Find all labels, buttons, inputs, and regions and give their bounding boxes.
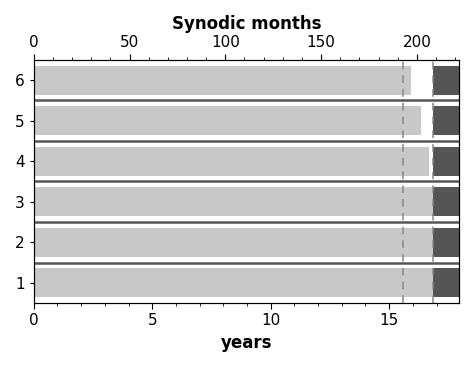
Bar — [34, 228, 445, 257]
Bar — [433, 268, 459, 297]
Bar — [411, 66, 433, 95]
Bar — [34, 147, 429, 176]
Bar — [34, 106, 421, 135]
X-axis label: years: years — [220, 334, 272, 352]
Bar — [34, 187, 437, 216]
Bar — [433, 228, 459, 257]
Bar — [433, 187, 459, 216]
Bar — [433, 66, 459, 95]
Bar — [433, 147, 459, 176]
Bar — [34, 66, 411, 95]
Bar — [429, 147, 433, 176]
Bar — [34, 268, 451, 297]
Bar — [421, 106, 433, 135]
Bar — [433, 106, 459, 135]
X-axis label: Synodic months: Synodic months — [172, 15, 321, 33]
